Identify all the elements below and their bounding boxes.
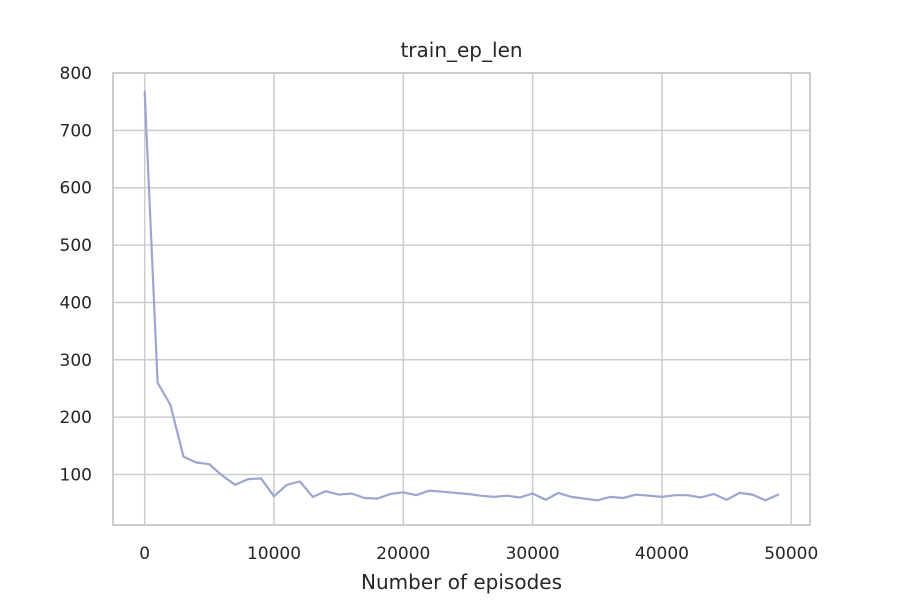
y-tick-label: 700 [60,121,92,141]
y-tick-label: 200 [60,408,92,428]
x-tick-label: 0 [139,544,150,564]
x-tick-label: 40000 [635,544,689,564]
x-gridlines [143,73,792,525]
series-line-0 [143,90,780,502]
y-tick-label: 100 [60,466,92,486]
y-tick-label: 800 [60,64,92,84]
chart-title: train_ep_len [400,38,522,62]
y-tick-label: 500 [60,236,92,256]
x-tick-label: 50000 [764,544,818,564]
y-tick-labels: 100 200 300 400 500 600 700 800 [60,64,92,486]
y-tick-label: 600 [60,179,92,199]
x-tick-label: 20000 [376,544,430,564]
plot-frame [112,72,811,526]
y-gridlines [113,72,810,476]
y-tick-label: 300 [60,351,92,371]
series-layer [143,90,780,502]
y-tick-label: 400 [60,293,92,313]
x-tick-labels: 0 10000 20000 30000 40000 50000 [139,544,818,564]
x-tick-label: 30000 [506,544,560,564]
x-axis-label: Number of episodes [361,570,562,594]
x-tick-label: 10000 [247,544,301,564]
